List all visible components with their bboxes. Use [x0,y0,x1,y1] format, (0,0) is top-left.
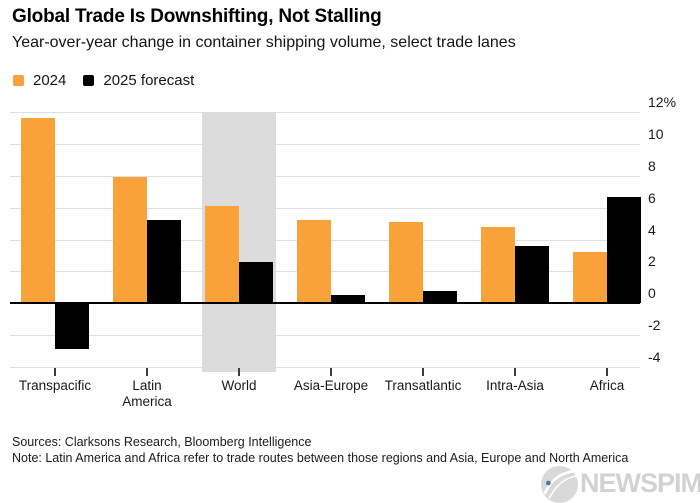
chart-title: Global Trade Is Downshifting, Not Stalli… [12,6,382,27]
legend-swatch [13,75,24,86]
gridline-10 [10,143,640,145]
bar-africa-2024 [573,252,607,304]
bar-world-2025 [239,261,273,304]
bar-africa-2025 [607,196,641,304]
gridline--4 [10,367,640,368]
x-label-asia-europe: Asia-Europe [293,378,369,393]
legend-item-2025-forecast: 2025 forecast [83,72,194,89]
x-label-transpacific: Transpacific [18,378,92,393]
y-axis-label-neg4: -4 [648,349,661,365]
x-tick-transpacific [54,368,56,376]
gridline-6 [10,207,640,209]
bar-latin-america-2024 [113,177,147,304]
y-axis-label-12pct: 12% [648,94,677,110]
gridline-12 [10,112,640,113]
note-text: Note: Latin America and Africa refer to … [12,451,629,465]
x-tick-latin-america [146,368,148,376]
legend-label: 2025 forecast [103,72,195,89]
x-label-latin-america: Latin America [122,378,172,409]
bar-intra-asia-2024 [481,226,515,304]
y-axis-label-4: 4 [648,221,656,238]
chart-subtitle: Year-over-year change in container shipp… [12,34,516,51]
x-label-africa: Africa [589,378,625,393]
y-axis-label-10: 10 [648,125,664,142]
bar-world-2024 [205,206,239,304]
newspim-logo-icon [541,465,578,503]
footer: Sources: Clarksons Research, Bloomberg I… [12,434,664,466]
bar-transatlantic-2025 [423,290,457,304]
x-tick-asia-europe [330,368,332,376]
y-axis-label-0: 0 [648,285,656,302]
bar-transpacific-2024 [21,118,55,304]
x-label-transatlantic: Transatlantic [384,378,462,393]
y-axis-label-6: 6 [648,189,656,206]
bar-transatlantic-2024 [389,222,423,304]
legend: 2024 2025 forecast [13,72,194,89]
legend-label: 2024 [33,72,67,89]
bar-intra-asia-2025 [515,245,549,304]
bar-asia-europe-2025 [331,295,365,304]
x-tick-transatlantic [422,368,424,376]
legend-swatch [83,75,95,86]
legend-item-2024: 2024 [13,72,66,89]
x-label-intra-asia: Intra-Asia [486,378,544,393]
y-axis-label-8: 8 [648,157,656,174]
watermark: NEWSPIM [541,462,700,503]
y-axis-label-2: 2 [648,253,656,270]
x-tick-intra-asia [514,368,516,376]
gridline--2 [10,335,640,337]
y-axis-label-neg2: -2 [648,317,661,334]
x-label-world: World [221,378,257,393]
sources-text: Sources: Clarksons Research, Bloomberg I… [12,435,312,449]
x-tick-africa [606,368,608,376]
bar-transpacific-2025 [55,303,89,350]
gridline-8 [10,175,640,177]
zero-line [10,302,640,305]
watermark-text: NEWSPIM [580,467,700,498]
bar-asia-europe-2024 [297,220,331,304]
bar-latin-america-2025 [147,220,181,304]
x-tick-world [238,368,240,376]
